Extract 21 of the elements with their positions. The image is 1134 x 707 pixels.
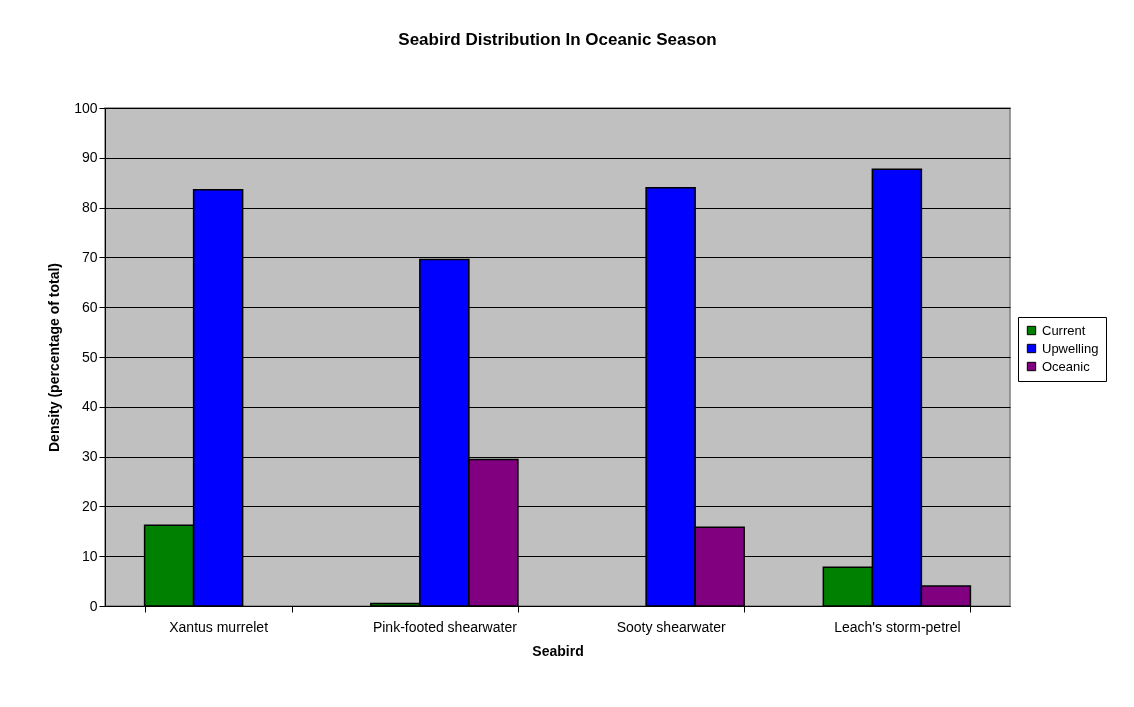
y-tick-label: 70 <box>81 248 98 265</box>
y-tick-label: 0 <box>89 597 98 614</box>
y-tick-label: 20 <box>81 497 98 514</box>
y-tick-label: 30 <box>81 448 98 465</box>
y-axis-title: Density (percentage of total) <box>46 262 63 453</box>
y-tick-label: 50 <box>81 348 98 365</box>
x-axis-title: Seabird <box>532 642 584 659</box>
legend-label: Upwelling <box>1042 340 1099 356</box>
y-tick-label: 100 <box>74 99 98 116</box>
x-tick-label: Xantus murrelet <box>169 618 269 635</box>
chart-title: Seabird Distribution In Oceanic Season <box>398 30 717 49</box>
legend-label: Oceanic <box>1042 358 1091 374</box>
x-tick-label: Leach's storm-petrel <box>834 618 961 635</box>
x-tick-label: Pink-footed shearwater <box>372 618 518 635</box>
y-tick-label: 60 <box>81 298 98 315</box>
y-tick-label: 10 <box>81 547 98 564</box>
y-tick-label: 90 <box>81 149 98 166</box>
legend-label: Current <box>1042 322 1086 338</box>
y-tick-label: 80 <box>81 199 98 216</box>
x-tick-label: Sooty shearwater <box>616 618 726 635</box>
y-tick-label: 40 <box>81 398 98 415</box>
